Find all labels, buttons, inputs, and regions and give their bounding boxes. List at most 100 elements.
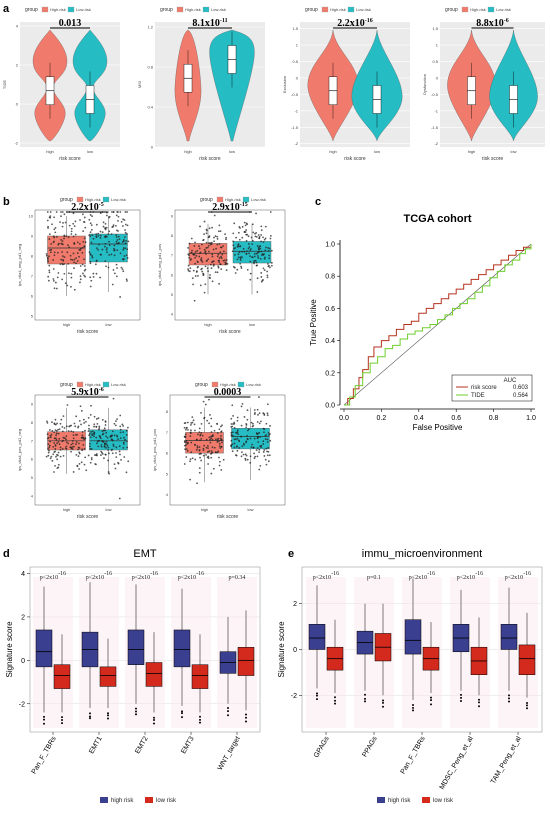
jitter-point — [260, 272, 263, 274]
jitter-point — [107, 233, 110, 236]
jitter-point — [56, 276, 59, 279]
y-tick-label: 7 — [31, 438, 34, 443]
y-tick-label: 0.5 — [292, 59, 298, 64]
jitter-point — [104, 222, 107, 225]
outlier-point — [382, 705, 384, 708]
outlier-point — [43, 718, 45, 721]
jitter-point — [190, 422, 193, 424]
legend-swatch-low — [237, 381, 245, 388]
jitter-point — [189, 460, 191, 463]
jitter-point — [204, 403, 207, 406]
box-iqr — [500, 624, 518, 650]
jitter-point — [247, 243, 250, 245]
jitter-point — [57, 243, 60, 246]
jitter-point — [212, 260, 215, 263]
jitter-point — [189, 458, 192, 461]
y-tick-label: 9 — [31, 402, 34, 407]
jitter-point — [222, 458, 225, 461]
p-value-label: 0.013 — [59, 18, 82, 29]
jitter-point — [237, 256, 240, 259]
jitter-point — [249, 272, 252, 275]
jitter-point — [219, 230, 222, 233]
jitter-point — [52, 241, 55, 244]
jitter-point — [83, 422, 86, 424]
jitter-point — [218, 282, 220, 285]
jitter-point — [108, 240, 110, 243]
jitter-point — [49, 434, 52, 437]
jitter-point — [201, 260, 204, 263]
jitter-point — [100, 253, 102, 256]
jitter-point — [52, 259, 55, 261]
jitter-point — [73, 261, 75, 264]
jitter-point — [194, 443, 196, 446]
jitter-point — [231, 450, 234, 453]
y-axis-label: Signature score — [5, 621, 14, 678]
jitter-point — [268, 247, 271, 250]
jitter-point — [183, 422, 186, 425]
jitter-point — [62, 415, 65, 418]
jitter-point — [216, 243, 219, 246]
jitter-point — [93, 423, 96, 426]
jitter-point — [52, 235, 55, 238]
jitter-point — [73, 445, 75, 448]
jitter-point — [252, 422, 254, 425]
jitter-point — [225, 236, 228, 239]
jitter-point — [102, 221, 105, 224]
p-value-label: 0.0003 — [214, 387, 242, 398]
jitter-point — [218, 442, 221, 445]
box-panel-d: EMT -2 0 2 4 Signature score p<2x10-16 Pan_F_TB… — [5, 548, 261, 804]
p-value-label: p<2x10-16 — [40, 571, 66, 581]
jitter-point — [246, 458, 249, 461]
jitter-point — [78, 447, 81, 449]
legend-swatch-high — [211, 381, 219, 388]
legend-swatch-high — [76, 196, 84, 203]
jitter-point — [119, 211, 122, 213]
outlier-point — [382, 701, 384, 704]
jitter-point — [77, 455, 80, 458]
x-tick-label: GPAGs — [313, 735, 331, 759]
jitter-point — [89, 262, 92, 265]
jitter-point — [103, 443, 106, 446]
x-tick-label: 0.8 — [489, 415, 499, 422]
y-tick-label: 0.8 — [325, 274, 335, 281]
jitter-point — [70, 285, 72, 288]
jitter-point — [190, 451, 193, 454]
jitter-point — [103, 429, 105, 432]
jitter-point — [187, 268, 190, 271]
jitter-point — [201, 270, 204, 273]
y-axis-label: ips_ctla4_neg_pd1_neg — [17, 244, 22, 286]
p-value-exponent: -16 — [104, 571, 112, 577]
jitter-point — [255, 252, 258, 255]
jitter-point — [220, 438, 223, 441]
jitter-point — [212, 467, 215, 470]
jitter-point — [99, 230, 102, 233]
jitter-point — [96, 422, 99, 425]
jitter-point — [55, 432, 58, 435]
jitter-point — [233, 426, 236, 429]
jitter-point — [115, 224, 117, 227]
jitter-point — [210, 267, 213, 270]
jitter-point — [263, 257, 266, 260]
jitter-point — [49, 211, 52, 213]
jitter-point — [208, 227, 211, 230]
jitter-point — [251, 243, 254, 246]
jitter-point — [262, 236, 264, 239]
jitter-point — [210, 417, 213, 420]
jitter-point — [62, 258, 64, 261]
jitter-point — [269, 266, 271, 269]
outlier-point — [107, 714, 109, 717]
jitter-point — [234, 247, 237, 249]
jitter-point — [119, 431, 122, 434]
violin-panel-a4: -2 -1.5 -1 -0.5 0 0.5 1 1.5 Dysfunction risk scor… — [422, 6, 545, 162]
jitter-point — [199, 284, 202, 287]
jitter-point — [60, 258, 63, 261]
y-tick-label: 0.8 — [147, 65, 153, 70]
jitter-point — [105, 431, 108, 434]
jitter-point — [218, 243, 221, 245]
jitter-point — [89, 276, 92, 279]
jitter-point — [125, 240, 127, 242]
jitter-point — [212, 248, 215, 251]
outlier-point — [181, 712, 183, 715]
jitter-point — [104, 442, 106, 445]
jitter-point — [127, 460, 130, 463]
